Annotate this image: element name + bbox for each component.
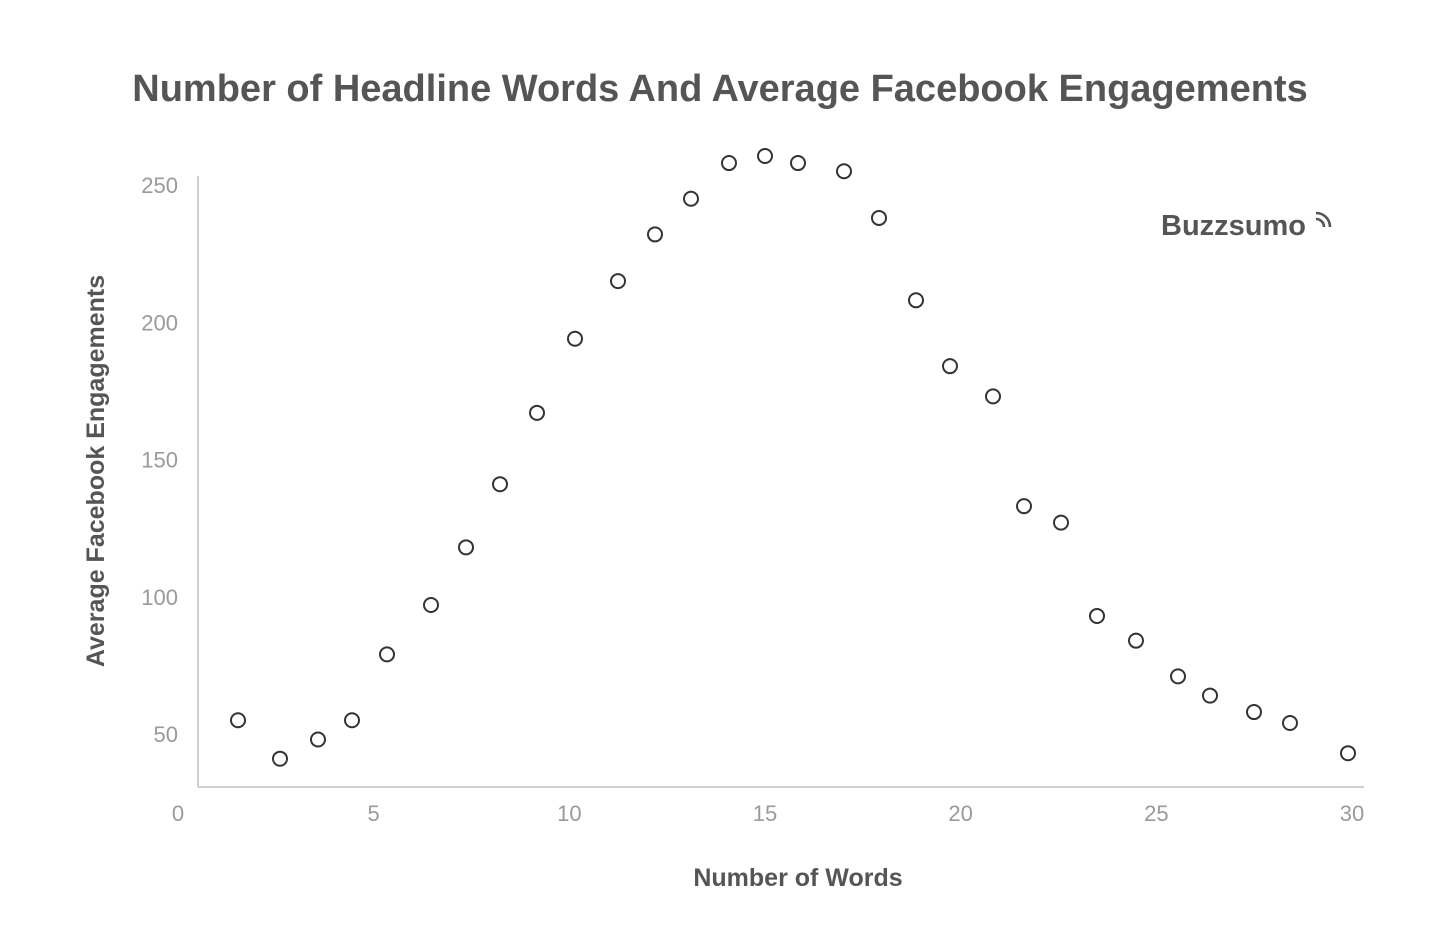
- data-point: [871, 209, 887, 226]
- data-point: [1053, 514, 1069, 531]
- data-point: [1016, 498, 1032, 515]
- data-point: [942, 358, 958, 375]
- data-points: [230, 148, 1356, 767]
- data-point: [567, 330, 583, 347]
- data-point: [1282, 715, 1298, 732]
- data-point: [458, 539, 474, 556]
- data-point: [790, 155, 806, 172]
- y-tick-label: 50: [154, 722, 178, 747]
- x-axis-title: Number of Words: [693, 864, 902, 892]
- data-point: [985, 388, 1001, 405]
- x-tick-label: 25: [1144, 801, 1168, 826]
- data-point: [1089, 607, 1105, 624]
- y-tick-label: 250: [141, 173, 178, 198]
- y-tick-label: 200: [141, 310, 178, 335]
- buzzsumo-logo: Buzzsumo: [1161, 210, 1332, 242]
- x-tick-labels: 0 5 10 15 20 25 30: [172, 801, 1364, 826]
- data-point: [310, 731, 326, 748]
- data-point: [529, 404, 545, 421]
- y-tick-label: 150: [141, 448, 178, 473]
- brand-wordmark: Buzzsumo: [1161, 210, 1306, 242]
- data-point: [423, 596, 439, 613]
- data-point: [344, 712, 360, 729]
- data-point: [230, 712, 246, 729]
- x-tick-label: 15: [753, 801, 777, 826]
- data-point: [1202, 687, 1218, 704]
- data-point: [908, 292, 924, 309]
- data-point: [379, 646, 395, 663]
- data-point: [836, 163, 852, 180]
- x-tick-label: 20: [948, 801, 972, 826]
- data-point: [492, 476, 508, 493]
- data-point: [721, 155, 737, 172]
- data-point: [1246, 704, 1262, 721]
- chart-title: Number of Headline Words And Average Fac…: [132, 68, 1308, 110]
- x-tick-label: 0: [172, 801, 184, 826]
- y-tick-label: 100: [141, 585, 178, 610]
- data-point: [1128, 632, 1144, 649]
- x-tick-label: 10: [557, 801, 581, 826]
- data-point: [610, 273, 626, 290]
- y-tick-labels: 50 100 150 200 250: [141, 173, 178, 747]
- x-tick-label: 5: [368, 801, 380, 826]
- data-point: [647, 226, 663, 243]
- data-point: [272, 750, 288, 767]
- data-point: [1170, 668, 1186, 685]
- data-point: [757, 148, 773, 164]
- signal-icon: [1315, 211, 1332, 228]
- data-point: [683, 190, 699, 207]
- y-axis-title: Average Facebook Engagements: [82, 275, 110, 667]
- data-point: [1340, 745, 1356, 762]
- x-tick-label: 30: [1340, 801, 1364, 826]
